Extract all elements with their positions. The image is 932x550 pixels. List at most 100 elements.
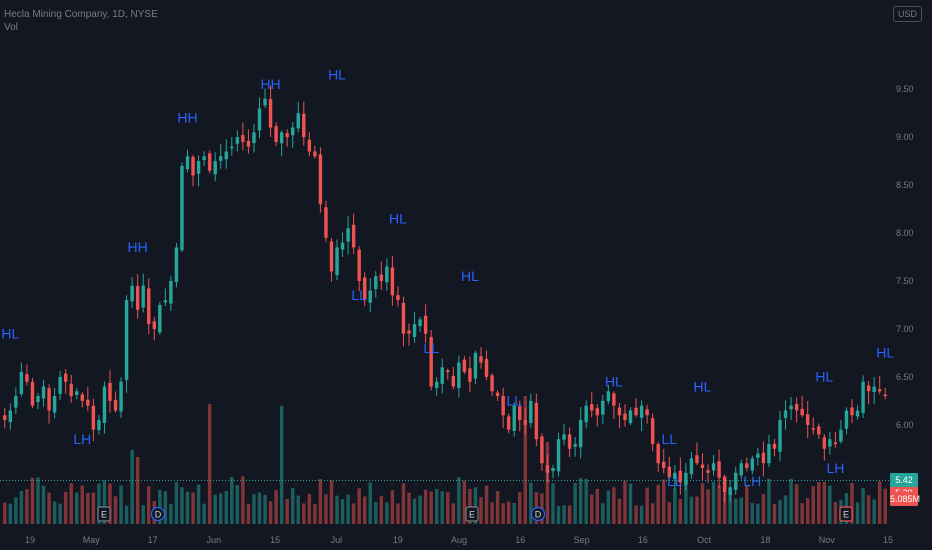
candle-body: [362, 277, 367, 301]
candle-body: [767, 444, 771, 464]
marker-badge: [465, 506, 479, 522]
volume-bar: [252, 494, 256, 524]
candle-body: [711, 463, 716, 471]
candle-body: [113, 399, 118, 411]
candle-body: [468, 368, 472, 382]
candle-body: [828, 439, 832, 447]
chart-legend: Hecla Mining Company, 1D, NYSE Vol: [4, 8, 158, 34]
volume-bar: [567, 505, 572, 524]
volume-bar: [69, 483, 73, 524]
swing-label: HL: [815, 369, 833, 385]
volume-bar: [656, 484, 660, 524]
marker-badge: [839, 506, 853, 522]
volume-bar: [761, 493, 766, 524]
candle-body: [335, 247, 339, 276]
volume-bar: [257, 492, 262, 524]
marker-badge: [530, 506, 546, 522]
x-tick-label: Nov: [819, 535, 836, 545]
candle-body: [794, 403, 799, 411]
candle-body: [396, 295, 400, 301]
candle-body: [540, 436, 544, 464]
volume-bar: [756, 503, 760, 524]
candle-body: [407, 330, 411, 334]
volume-bar: [767, 478, 771, 524]
volume-bar: [462, 480, 467, 524]
earnings-marker[interactable]: E: [839, 506, 853, 522]
candle-body: [551, 468, 555, 472]
candle-body: [291, 127, 295, 136]
volume-bar: [191, 492, 195, 524]
volume-bar: [418, 495, 422, 524]
currency-button[interactable]: USD: [892, 6, 922, 22]
dividend-marker[interactable]: D: [530, 506, 546, 522]
volume-bar: [828, 485, 832, 524]
y-tick-label: 8.00: [896, 228, 914, 238]
volume-bar: [423, 489, 428, 524]
candle-body: [833, 442, 838, 445]
candle-body: [346, 228, 350, 242]
volume-bar: [734, 498, 738, 524]
candle-body: [268, 99, 273, 128]
volume-bar: [772, 504, 777, 524]
candle-body: [86, 399, 90, 406]
volume-bar: [750, 503, 755, 524]
volume-bar: [407, 492, 411, 524]
candle-body: [556, 439, 561, 472]
y-tick-label: 9.50: [896, 84, 914, 94]
candle-body: [19, 372, 24, 394]
swing-label: LL: [506, 393, 522, 409]
volume-bar: [805, 498, 810, 524]
volume-bar: [362, 496, 367, 524]
candle-body: [3, 415, 7, 421]
volume-bar: [351, 503, 356, 524]
candle-body: [440, 367, 444, 384]
candle-body: [639, 405, 644, 418]
reference-price-tag: 5.42: [890, 473, 918, 488]
candle-body: [124, 300, 129, 380]
candle-body: [529, 400, 533, 424]
candle-body: [866, 385, 871, 392]
volume-bar: [866, 495, 871, 524]
volume-bar: [274, 490, 278, 524]
earnings-marker[interactable]: E: [465, 506, 479, 522]
volume-bar: [285, 499, 289, 524]
candle-body: [518, 406, 522, 421]
volume-bar: [379, 495, 384, 524]
volume-bar: [883, 488, 887, 524]
volume-bar: [174, 482, 179, 524]
volume-bar: [877, 481, 882, 524]
candle-body: [872, 386, 876, 393]
volume-bar: [390, 490, 395, 524]
volume-bar: [639, 505, 644, 524]
swing-label: HH: [177, 110, 197, 126]
candle-body: [451, 375, 456, 387]
earnings-marker[interactable]: E: [97, 506, 111, 522]
candle-body: [219, 156, 223, 161]
volume-bar: [202, 503, 206, 524]
volume-bar: [268, 501, 273, 524]
volume-bar: [196, 484, 201, 524]
dividend-marker[interactable]: D: [150, 506, 166, 522]
volume-bar: [817, 482, 821, 524]
volume-bar: [41, 485, 46, 524]
candle-body: [689, 458, 694, 475]
candle-body: [750, 458, 755, 471]
volume-bar: [562, 505, 566, 524]
candle-body: [512, 405, 516, 431]
volume-bar: [108, 483, 112, 524]
swing-label: HH: [128, 239, 148, 255]
candle-body: [817, 426, 821, 435]
candle-body: [457, 362, 461, 388]
volume-bar: [169, 504, 173, 524]
swing-label: HL: [605, 373, 623, 389]
candle-body: [822, 437, 827, 449]
volume-bar: [185, 491, 190, 524]
candle-body: [678, 470, 683, 483]
candle-body: [374, 276, 378, 289]
candle-body: [484, 359, 489, 377]
candle-body: [612, 393, 616, 406]
volume-tag: 5.085M: [890, 492, 921, 506]
volume-bar: [25, 489, 29, 524]
